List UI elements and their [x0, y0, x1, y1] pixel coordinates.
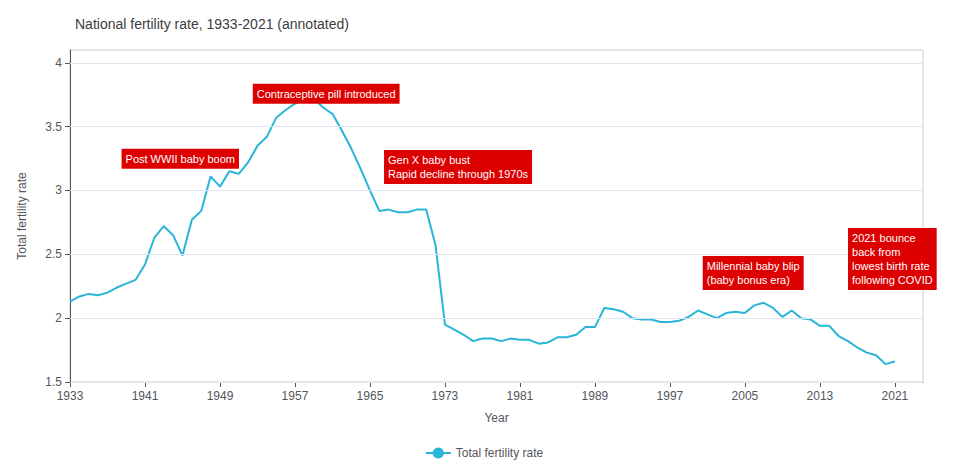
- svg-text:Rapid decline through 1970s: Rapid decline through 1970s: [388, 168, 529, 180]
- svg-text:following COVID: following COVID: [852, 274, 933, 286]
- svg-text:Year: Year: [484, 411, 508, 425]
- svg-text:2.5: 2.5: [45, 247, 62, 261]
- svg-text:1973: 1973: [432, 389, 459, 403]
- svg-text:1933: 1933: [57, 389, 84, 403]
- svg-text:Contraceptive pill introduced: Contraceptive pill introduced: [257, 88, 396, 100]
- svg-text:Gen X baby bust: Gen X baby bust: [388, 154, 470, 166]
- svg-text:4: 4: [55, 56, 62, 70]
- svg-text:National fertility rate, 1933-: National fertility rate, 1933-2021 (anno…: [75, 16, 349, 32]
- svg-text:2021 bounce: 2021 bounce: [852, 232, 916, 244]
- svg-text:lowest birth rate: lowest birth rate: [852, 260, 930, 272]
- svg-text:back from: back from: [852, 246, 900, 258]
- svg-text:1997: 1997: [657, 389, 684, 403]
- svg-text:Millennial baby blip: Millennial baby blip: [707, 260, 800, 272]
- svg-text:1941: 1941: [132, 389, 159, 403]
- svg-text:3: 3: [55, 183, 62, 197]
- svg-text:3.5: 3.5: [45, 120, 62, 134]
- svg-text:1957: 1957: [282, 389, 309, 403]
- svg-text:Total fertility rate: Total fertility rate: [456, 446, 544, 460]
- svg-text:2: 2: [55, 311, 62, 325]
- svg-text:(baby bonus era): (baby bonus era): [707, 274, 790, 286]
- svg-text:Total fertility rate: Total fertility rate: [15, 172, 29, 260]
- svg-text:1.5: 1.5: [45, 375, 62, 389]
- svg-text:1989: 1989: [582, 389, 609, 403]
- svg-text:1949: 1949: [207, 389, 234, 403]
- svg-text:2021: 2021: [882, 389, 909, 403]
- svg-text:Post WWII baby boom: Post WWII baby boom: [126, 153, 235, 165]
- svg-text:2005: 2005: [732, 389, 759, 403]
- svg-text:2013: 2013: [807, 389, 834, 403]
- svg-text:1981: 1981: [507, 389, 534, 403]
- svg-text:1965: 1965: [357, 389, 384, 403]
